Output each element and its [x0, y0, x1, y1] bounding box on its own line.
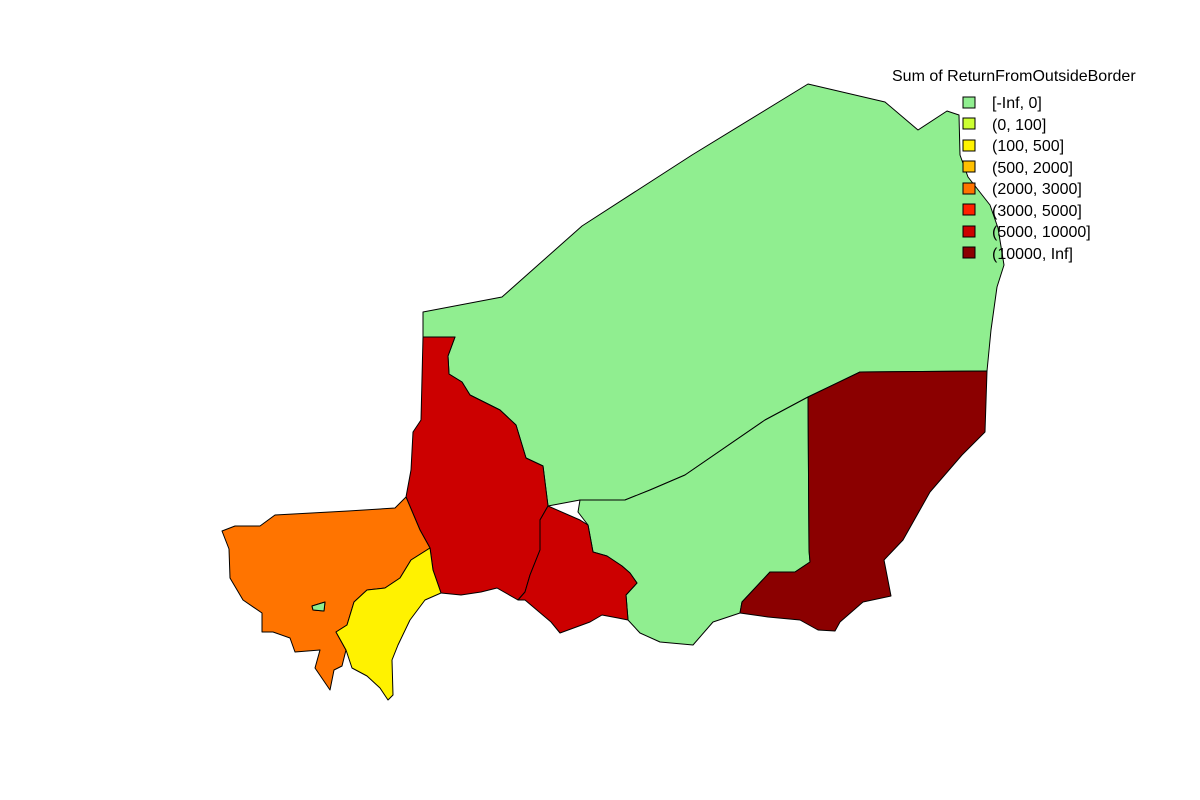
legend-item: (2000, 3000]: [962, 181, 1082, 198]
legend-label: (2000, 3000]: [992, 181, 1082, 198]
legend-swatch: [962, 96, 976, 109]
legend-label: (500, 2000]: [992, 160, 1073, 177]
region-maradi: [517, 505, 638, 634]
map-legend: Sum of ReturnFromOutsideBorder [-Inf, 0]…: [892, 68, 1136, 263]
legend-label: (3000, 5000]: [992, 203, 1082, 220]
legend-swatch: [962, 182, 976, 195]
legend-item: (100, 500]: [962, 138, 1064, 155]
legend-item: (5000, 10000]: [962, 224, 1091, 241]
region-dosso: [335, 547, 442, 701]
legend-label: [-Inf, 0]: [992, 95, 1042, 112]
legend-item: [-Inf, 0]: [962, 95, 1042, 112]
legend-swatch: [962, 225, 976, 238]
legend-item: (3000, 5000]: [962, 203, 1082, 220]
legend-label: (10000, Inf]: [992, 246, 1073, 263]
legend-swatch: [962, 117, 976, 130]
legend-label: (100, 500]: [992, 138, 1064, 155]
legend-label: (5000, 10000]: [992, 224, 1091, 241]
legend-swatch: [962, 160, 976, 173]
legend-swatch: [962, 203, 976, 216]
region-niamey: [311, 601, 326, 612]
legend-swatch: [962, 246, 976, 259]
legend-item: (10000, Inf]: [962, 246, 1073, 263]
legend-item: (0, 100]: [962, 117, 1046, 134]
region-diffa: [739, 370, 988, 632]
map-regions: [221, 83, 1005, 701]
legend-label: (0, 100]: [992, 117, 1046, 134]
legend-swatch: [962, 139, 976, 152]
legend-item: (500, 2000]: [962, 160, 1073, 177]
legend-title: Sum of ReturnFromOutsideBorder: [892, 68, 1136, 85]
